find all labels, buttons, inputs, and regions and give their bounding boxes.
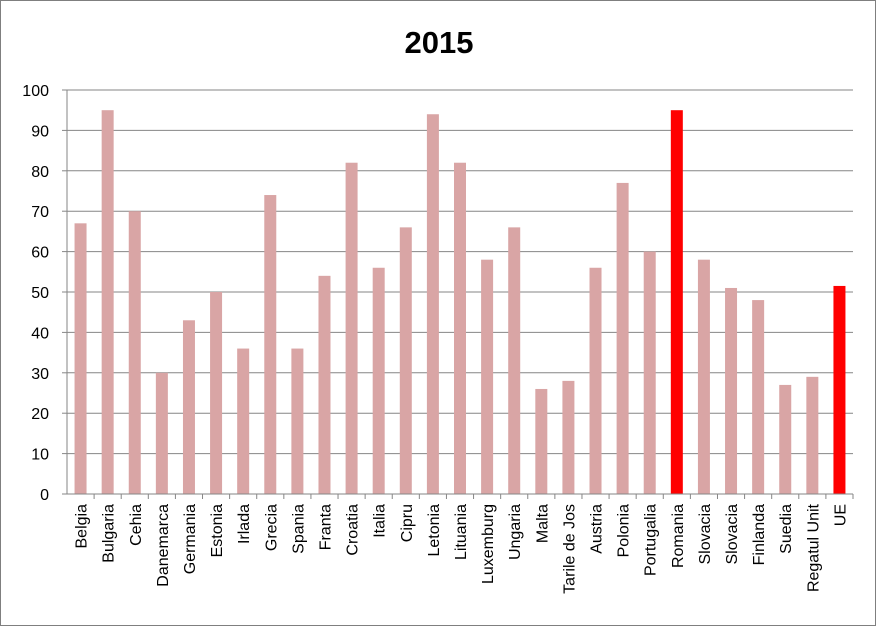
x-tick-label: Romania bbox=[670, 504, 687, 568]
bar-18 bbox=[562, 380, 575, 494]
bar-22 bbox=[670, 110, 683, 494]
x-tick-label: Italia bbox=[372, 504, 389, 538]
bar-1 bbox=[101, 110, 114, 494]
x-tick-label: Croatia bbox=[345, 504, 362, 556]
x-tick-label: Ungaria bbox=[507, 504, 524, 560]
x-tick-label: Suedia bbox=[778, 504, 795, 554]
x-tick-label: Tarile de Jos bbox=[561, 504, 578, 594]
bar-6 bbox=[237, 348, 250, 494]
bar-24 bbox=[725, 287, 738, 494]
x-tick-label: Cehia bbox=[128, 504, 145, 546]
x-tick-label: Slovacia bbox=[697, 504, 714, 565]
y-tick-label: 0 bbox=[40, 487, 49, 504]
x-tick-label: Malta bbox=[534, 504, 551, 543]
axes bbox=[62, 89, 854, 499]
x-tick-label: Letonia bbox=[426, 504, 443, 557]
bar-8 bbox=[291, 348, 304, 494]
bar-19 bbox=[589, 267, 602, 494]
bar-7 bbox=[264, 195, 277, 495]
y-tick-label: 20 bbox=[31, 406, 49, 423]
bar-2 bbox=[128, 211, 141, 494]
x-tick-label: Franta bbox=[317, 504, 334, 550]
bar-16 bbox=[508, 227, 521, 495]
bar-15 bbox=[481, 259, 494, 494]
bar-28 bbox=[833, 285, 846, 494]
x-tick-label: Bulgaria bbox=[101, 504, 118, 563]
x-tick-label: Grecia bbox=[263, 504, 280, 551]
bar-27 bbox=[806, 376, 819, 494]
x-tick-label: Belgia bbox=[74, 504, 91, 549]
bar-17 bbox=[535, 388, 548, 494]
bar-20 bbox=[616, 182, 629, 495]
bar-21 bbox=[643, 251, 656, 494]
bars bbox=[74, 110, 846, 495]
y-tick-label: 60 bbox=[31, 245, 49, 262]
y-tick-label: 70 bbox=[31, 204, 49, 221]
bar-23 bbox=[697, 259, 710, 494]
x-tick-label: Germania bbox=[182, 504, 199, 574]
bar-10 bbox=[345, 162, 358, 494]
x-tick-label: Cipru bbox=[399, 504, 416, 542]
y-tick-label: 100 bbox=[22, 83, 49, 100]
x-tick-label: UE bbox=[832, 504, 849, 526]
x-tick-label: Finlanda bbox=[751, 504, 768, 565]
x-tick-label: Austria bbox=[589, 504, 606, 554]
x-tick-label: Luxemburg bbox=[480, 504, 497, 584]
bar-13 bbox=[426, 114, 439, 495]
bar-9 bbox=[318, 275, 331, 494]
bar-14 bbox=[454, 162, 466, 494]
bar-0 bbox=[74, 223, 87, 494]
x-tick-label: Polonia bbox=[616, 504, 633, 557]
y-tick-label: 10 bbox=[31, 447, 49, 464]
chart-title: 2015 bbox=[405, 25, 474, 60]
x-tick-label: Slovacia bbox=[724, 504, 741, 565]
y-tick-labels: 0 10 20 30 40 50 60 70 80 90 100 bbox=[22, 83, 49, 504]
y-tick-label: 30 bbox=[31, 366, 49, 383]
bar-3 bbox=[155, 372, 168, 494]
y-tick-label: 90 bbox=[31, 123, 49, 140]
x-tick-label: Estonia bbox=[209, 504, 226, 557]
bar-5 bbox=[210, 292, 223, 494]
bar-26 bbox=[779, 384, 792, 494]
bar-25 bbox=[752, 300, 765, 494]
bar-12 bbox=[399, 227, 412, 495]
bar-11 bbox=[372, 267, 385, 494]
x-tick-label: Portugalia bbox=[643, 504, 660, 576]
x-tick-label: Irlada bbox=[236, 504, 253, 544]
x-tick-label: Lituania bbox=[453, 504, 470, 560]
y-tick-label: 40 bbox=[31, 325, 49, 342]
x-tick-labels: Belgia Bulgaria Cehia Danemarca Germania Esto… bbox=[74, 503, 850, 593]
x-tick-label: Regatul Unit bbox=[805, 503, 822, 592]
x-tick-label: Danemarca bbox=[155, 504, 172, 587]
bar-4 bbox=[182, 320, 195, 494]
y-tick-label: 50 bbox=[31, 285, 49, 302]
y-tick-label: 80 bbox=[31, 164, 49, 181]
x-tick-label: Spania bbox=[290, 504, 307, 554]
